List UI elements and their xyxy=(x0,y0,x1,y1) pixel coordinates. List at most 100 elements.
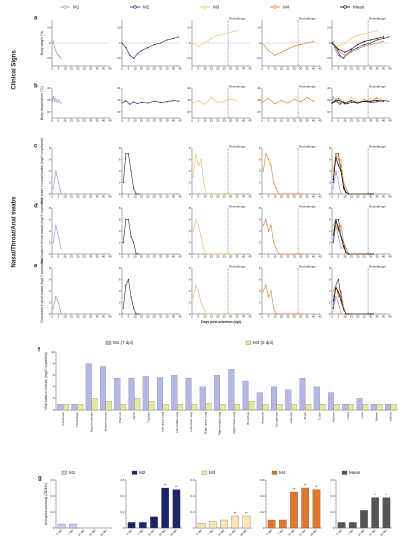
series-line xyxy=(192,284,234,315)
x-tick-label: 5 xyxy=(198,255,200,259)
x-tick-label: 15 xyxy=(70,315,74,319)
x-tick-label: 20 xyxy=(356,195,360,199)
data-point xyxy=(197,164,200,166)
data-point xyxy=(293,45,295,47)
y-tick-label: -10 xyxy=(326,56,331,60)
x-tick-label: Bronchus xyxy=(246,412,250,425)
x-tick-label: 45 xyxy=(108,119,112,123)
data-point xyxy=(367,253,369,255)
significance: ** xyxy=(315,485,318,489)
x-tick-label: 20 xyxy=(356,119,360,123)
data-point xyxy=(340,290,342,292)
x-tick-label: 28 dpi xyxy=(239,528,248,537)
x-tick-label: 30 xyxy=(159,315,163,319)
x-tick-label: 7 dpi xyxy=(67,528,75,536)
x-tick-label: 14 dpi xyxy=(77,528,86,537)
x-tick-label: 5 xyxy=(198,119,200,123)
data-point xyxy=(340,300,342,302)
x-tick-label: 35 xyxy=(235,119,239,123)
data-point xyxy=(136,103,139,105)
x-tick-label: 25 xyxy=(363,195,367,199)
data-point xyxy=(337,48,340,50)
data-point xyxy=(350,48,352,50)
bar xyxy=(348,404,354,411)
bar xyxy=(371,497,380,529)
y-tick-label: 0.6 xyxy=(330,478,335,482)
data-point xyxy=(160,101,162,103)
y-tick-label: 41 xyxy=(327,86,331,90)
data-point xyxy=(153,100,155,102)
significance: ** xyxy=(245,511,248,515)
data-point xyxy=(265,153,267,155)
x-tick-label: 30 xyxy=(299,315,303,319)
x-tick-label: 5 xyxy=(58,315,60,319)
y-tick-label: 2 xyxy=(189,180,191,184)
x-tick-label: 15 xyxy=(350,119,354,123)
data-point xyxy=(129,54,131,56)
annotation: Rechallenge xyxy=(229,16,246,20)
y-tick-label: 4 xyxy=(189,289,191,293)
x-tick-label: 20 xyxy=(146,119,150,123)
data-point xyxy=(57,181,60,184)
y-tick-label: 0 xyxy=(53,526,55,530)
bar xyxy=(191,404,198,411)
data-point xyxy=(208,313,210,315)
legend-label: M1 (7 dpi) xyxy=(113,340,134,345)
y-tick-label: 0 xyxy=(49,312,51,316)
y-tick-label: 41 xyxy=(187,86,191,90)
x-tick-label: 14 dpi xyxy=(357,528,366,537)
data-point xyxy=(332,224,334,226)
x-tick-label: 21 dpi xyxy=(298,528,307,537)
data-point xyxy=(52,307,54,309)
x-tick-label: 20 xyxy=(356,255,360,259)
x-tick-label: 5 xyxy=(268,119,270,123)
data-point xyxy=(192,230,194,232)
data-point xyxy=(357,47,359,49)
x-tick-label: 15 xyxy=(280,195,284,199)
data-point xyxy=(344,54,346,56)
x-tick-label: 40 xyxy=(242,67,246,71)
legend-label: M4 xyxy=(279,470,286,475)
x-tick-label: 35 xyxy=(375,67,379,71)
x-tick-label: Cerebrum xyxy=(61,412,65,426)
x-tick-label: Heart xyxy=(346,412,350,420)
series-line xyxy=(331,30,378,47)
y-tick-label: 6 xyxy=(189,217,191,221)
x-tick-label: 40 xyxy=(242,315,246,319)
x-tick-label: 0 dpi xyxy=(265,528,273,536)
data-point xyxy=(265,284,267,286)
x-tick-label: 5 xyxy=(268,67,270,71)
x-tick-label: 25 xyxy=(223,119,227,123)
y-tick-label: 4 xyxy=(49,289,51,293)
data-point xyxy=(227,193,229,195)
x-tick-label: 40 xyxy=(102,315,106,319)
data-point xyxy=(337,227,340,229)
x-tick-label: 10 xyxy=(343,119,347,123)
x-tick-label: 15 xyxy=(350,67,354,71)
x-tick-label: 5 xyxy=(128,195,130,199)
data-point xyxy=(205,253,207,255)
data-point xyxy=(178,36,180,38)
x-tick-label: 14 dpi xyxy=(217,528,226,537)
x-tick-label: 30 xyxy=(89,255,93,259)
y-tick-label: 2 xyxy=(329,180,331,184)
y-tick-label: 2 xyxy=(119,240,121,244)
x-tick-label: 15 xyxy=(280,315,284,319)
data-point xyxy=(135,253,137,255)
data-point xyxy=(331,42,333,44)
series-line xyxy=(192,218,234,255)
data-point xyxy=(357,48,359,50)
data-point xyxy=(172,37,175,40)
data-point xyxy=(344,103,346,105)
x-tick-label: 45 xyxy=(318,67,322,71)
y-tick-label: 8 xyxy=(329,266,331,270)
y-tick-label: 39 xyxy=(187,98,191,102)
x-tick-label: 35 xyxy=(165,195,169,199)
bar xyxy=(199,386,206,411)
x-tick-label: 35 xyxy=(95,315,99,319)
bar xyxy=(57,404,64,411)
series-line xyxy=(261,41,314,56)
x-tick-label: 35 xyxy=(235,67,239,71)
y-tick-label: 2 xyxy=(53,396,55,400)
x-tick-label: 20 xyxy=(286,67,290,71)
